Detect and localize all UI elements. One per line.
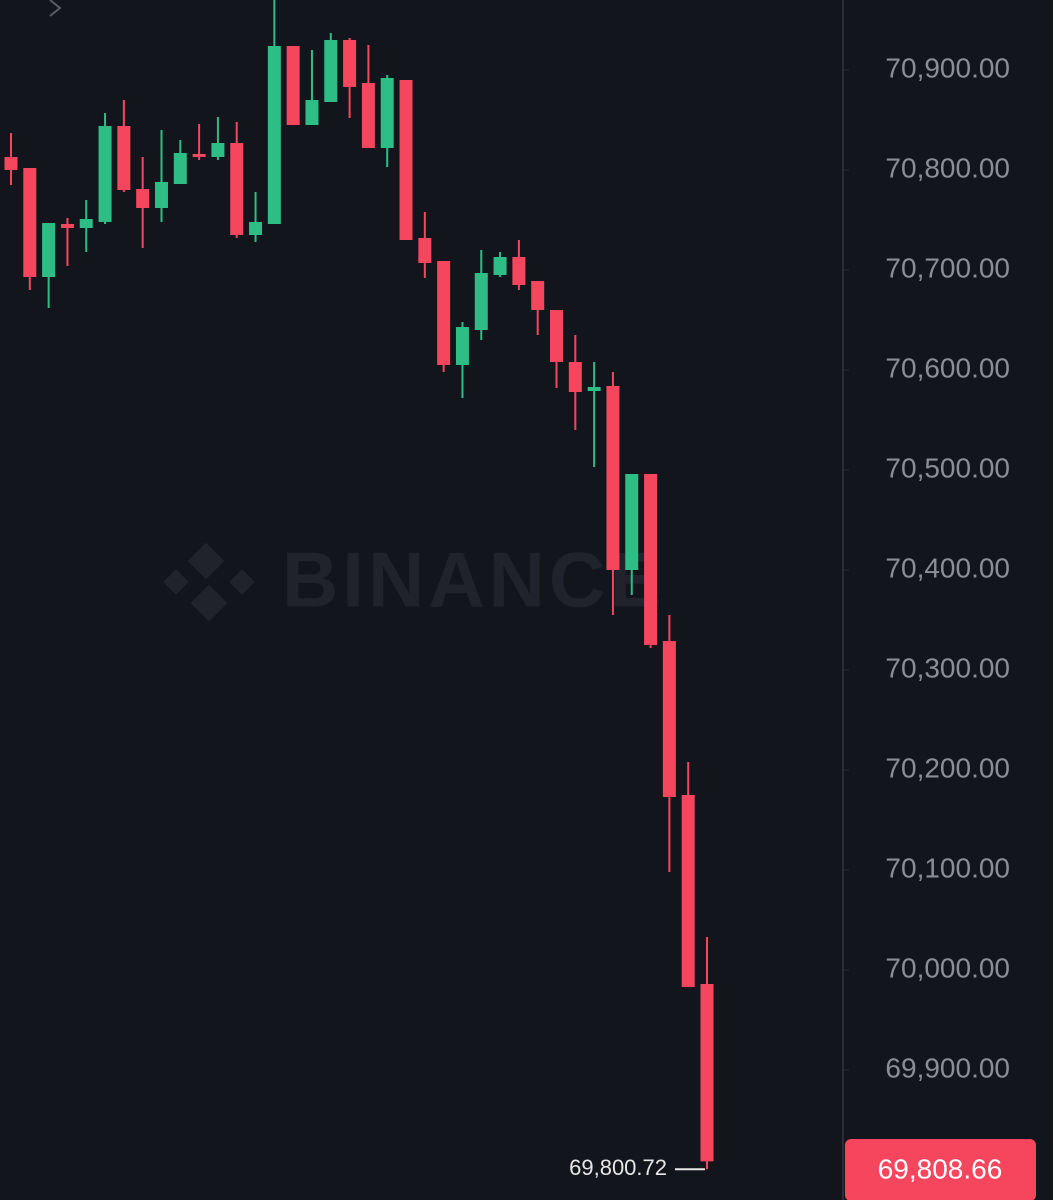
last-price-label: 69,808.66 bbox=[878, 1153, 1003, 1184]
y-tick-label: 70,100.00 bbox=[885, 852, 1010, 883]
candle-body bbox=[700, 984, 714, 1162]
candle-body bbox=[512, 257, 526, 285]
candle-body bbox=[418, 238, 432, 263]
candle-body bbox=[249, 222, 263, 235]
candle-body bbox=[361, 83, 375, 148]
candle-body bbox=[343, 40, 357, 87]
candle-body bbox=[230, 143, 244, 235]
candle-body bbox=[154, 182, 168, 208]
candle-body bbox=[550, 310, 564, 362]
candle-body bbox=[98, 126, 112, 222]
candle-body bbox=[493, 257, 507, 275]
collapse-arrow[interactable] bbox=[49, 0, 62, 17]
candle-body bbox=[474, 273, 488, 330]
candle-body bbox=[662, 641, 676, 797]
candle-body bbox=[211, 143, 225, 157]
candle-body bbox=[4, 157, 18, 170]
candle-body bbox=[23, 168, 37, 277]
y-tick-label: 69,900.00 bbox=[885, 1052, 1010, 1083]
candle-body bbox=[136, 189, 150, 208]
y-tick-label: 70,900.00 bbox=[885, 52, 1010, 83]
candle-body bbox=[606, 386, 620, 570]
y-tick-label: 70,800.00 bbox=[885, 152, 1010, 183]
low-label: 69,800.72 bbox=[569, 1155, 667, 1180]
watermark: BINANCE bbox=[282, 536, 665, 624]
candle-body bbox=[305, 100, 319, 125]
candle-body bbox=[324, 40, 338, 102]
candle-body bbox=[568, 362, 582, 392]
candle-body bbox=[399, 80, 413, 240]
y-tick-label: 70,700.00 bbox=[885, 252, 1010, 283]
candle-body bbox=[173, 153, 187, 184]
candle-body bbox=[117, 126, 131, 190]
watermark-logo bbox=[163, 542, 255, 622]
candle-body bbox=[531, 281, 545, 310]
candle-body bbox=[455, 327, 469, 365]
candle-body bbox=[625, 474, 639, 570]
candle-body bbox=[644, 474, 658, 645]
candle-body bbox=[42, 223, 56, 277]
candle-body bbox=[192, 154, 206, 157]
y-tick-label: 70,400.00 bbox=[885, 552, 1010, 583]
candle-body bbox=[681, 795, 695, 987]
candle-body bbox=[60, 224, 74, 228]
last-price-tag bbox=[845, 1139, 1036, 1200]
y-tick-label: 70,000.00 bbox=[885, 952, 1010, 983]
candle-body bbox=[267, 46, 281, 224]
y-tick-label: 70,500.00 bbox=[885, 452, 1010, 483]
candle-body bbox=[286, 46, 300, 125]
y-tick-label: 70,200.00 bbox=[885, 752, 1010, 783]
candle-body bbox=[79, 219, 93, 228]
candle-body bbox=[587, 387, 601, 391]
y-tick-label: 70,600.00 bbox=[885, 352, 1010, 383]
candle-body bbox=[437, 261, 451, 365]
y-tick-label: 70,300.00 bbox=[885, 652, 1010, 683]
candle-body bbox=[380, 78, 394, 148]
